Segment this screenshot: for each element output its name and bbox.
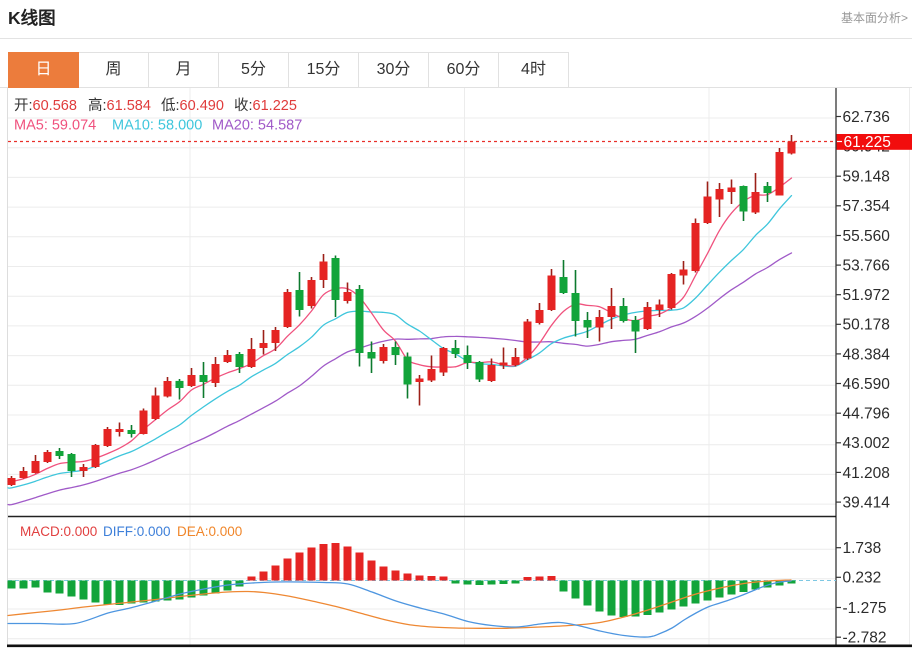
svg-text:55.560: 55.560 [843,228,891,245]
svg-text:0.232: 0.232 [843,570,882,587]
svg-text:48.384: 48.384 [843,346,891,363]
svg-text:-1.275: -1.275 [843,600,887,617]
svg-text:46.590: 46.590 [843,376,891,393]
svg-text:62.736: 62.736 [843,109,890,126]
svg-text:50.178: 50.178 [843,317,890,334]
svg-text:44.796: 44.796 [843,406,890,423]
svg-text:53.766: 53.766 [843,258,890,275]
svg-text:-2.782: -2.782 [843,630,887,647]
svg-text:57.354: 57.354 [843,198,891,215]
svg-text:43.002: 43.002 [843,435,890,452]
svg-text:51.972: 51.972 [843,287,890,304]
svg-text:59.148: 59.148 [843,169,890,186]
svg-text:39.414: 39.414 [843,495,891,512]
svg-text:41.208: 41.208 [843,465,890,482]
svg-text:61.225: 61.225 [844,134,891,151]
svg-text:1.738: 1.738 [843,540,882,557]
